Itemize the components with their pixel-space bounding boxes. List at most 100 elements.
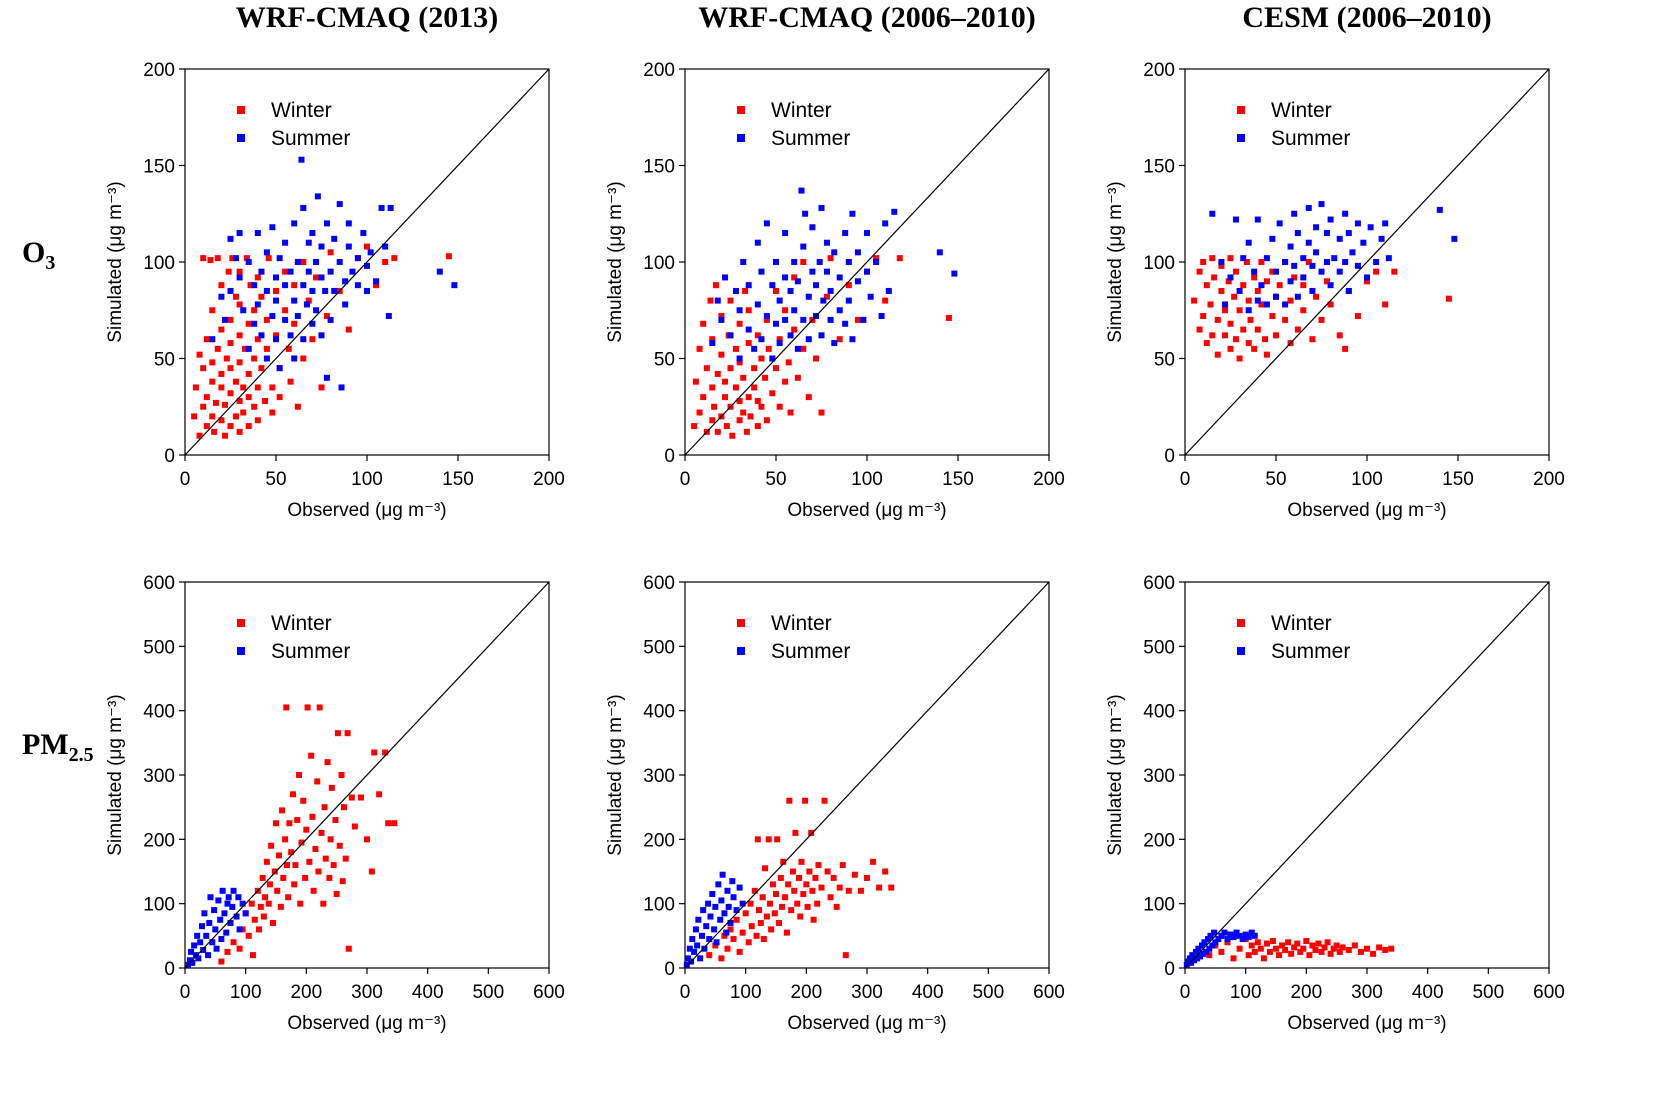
data-point bbox=[754, 397, 761, 404]
x-axis-label: Observed (μg m⁻³) bbox=[287, 1013, 446, 1034]
data-point bbox=[206, 919, 213, 926]
one-to-one-line bbox=[1184, 68, 1550, 456]
data-point bbox=[233, 913, 240, 920]
data-point bbox=[800, 243, 807, 250]
data-point bbox=[839, 862, 846, 869]
x-tick-label: 300 bbox=[351, 982, 383, 1003]
data-point bbox=[864, 874, 870, 881]
data-point bbox=[729, 432, 736, 439]
x-tick-label: 50 bbox=[265, 469, 286, 490]
data-point bbox=[247, 282, 254, 289]
data-point bbox=[298, 156, 305, 163]
data-point bbox=[251, 307, 258, 314]
data-point bbox=[1351, 942, 1358, 949]
data-point bbox=[1339, 944, 1346, 951]
data-point bbox=[1263, 351, 1270, 358]
data-point bbox=[1227, 320, 1234, 327]
data-point bbox=[782, 230, 789, 237]
data-point bbox=[318, 274, 325, 281]
data-point bbox=[1391, 268, 1398, 275]
data-point bbox=[322, 855, 329, 862]
data-point bbox=[1196, 268, 1203, 275]
x-tick-label: 500 bbox=[472, 982, 504, 1003]
data-point bbox=[798, 187, 805, 194]
data-point bbox=[689, 936, 696, 943]
data-point bbox=[342, 301, 349, 308]
legend-label-winter: Winter bbox=[771, 612, 832, 635]
data-point bbox=[1254, 297, 1261, 304]
data-point bbox=[719, 871, 726, 878]
data-point bbox=[1245, 934, 1252, 941]
data-point bbox=[1262, 336, 1269, 343]
data-point bbox=[705, 900, 712, 907]
x-tick-label: 400 bbox=[912, 982, 944, 1003]
data-point bbox=[254, 336, 261, 343]
data-point bbox=[236, 926, 243, 933]
data-point bbox=[1251, 345, 1258, 352]
data-point bbox=[192, 384, 199, 391]
data-point bbox=[743, 428, 750, 435]
data-point bbox=[1345, 287, 1352, 294]
data-point bbox=[713, 939, 720, 946]
y-axis-label: Simulated (μg m⁻³) bbox=[605, 181, 626, 342]
data-point bbox=[1251, 274, 1258, 281]
data-point bbox=[845, 297, 852, 304]
data-point bbox=[1205, 936, 1212, 943]
data-point bbox=[1212, 942, 1219, 949]
data-point bbox=[1364, 945, 1370, 952]
data-point bbox=[209, 359, 216, 366]
data-point bbox=[736, 359, 743, 366]
x-tick-label: 50 bbox=[765, 469, 786, 490]
data-point bbox=[271, 868, 278, 875]
data-point bbox=[754, 301, 761, 308]
data-point bbox=[692, 378, 699, 385]
data-point bbox=[324, 759, 331, 766]
data-point bbox=[1209, 255, 1216, 262]
y-tick-label: 200 bbox=[1143, 830, 1175, 851]
data-point bbox=[273, 297, 279, 304]
data-point bbox=[722, 378, 729, 385]
data-point bbox=[1324, 939, 1331, 946]
data-point bbox=[827, 894, 834, 901]
x-tick-label: 200 bbox=[1533, 469, 1565, 490]
data-point bbox=[703, 923, 710, 930]
data-point bbox=[313, 274, 320, 281]
data-point bbox=[1222, 307, 1229, 314]
data-point bbox=[1206, 952, 1213, 959]
data-point bbox=[280, 874, 287, 881]
data-point bbox=[823, 268, 830, 275]
data-point bbox=[296, 772, 303, 778]
data-point bbox=[1327, 216, 1334, 223]
data-point bbox=[773, 287, 779, 294]
data-point bbox=[1282, 301, 1289, 308]
data-point bbox=[242, 910, 249, 917]
data-point bbox=[757, 919, 764, 926]
data-point bbox=[263, 345, 270, 352]
data-point bbox=[294, 259, 301, 265]
data-point bbox=[364, 262, 370, 269]
data-point bbox=[1373, 259, 1380, 265]
data-point bbox=[251, 282, 258, 289]
data-point bbox=[1349, 249, 1356, 256]
data-point bbox=[279, 807, 286, 814]
data-point bbox=[282, 307, 289, 314]
data-point bbox=[230, 887, 237, 894]
data-point bbox=[254, 384, 261, 391]
row-label-pm25-main: PM bbox=[22, 728, 69, 761]
data-point bbox=[364, 243, 370, 250]
data-point bbox=[714, 297, 721, 304]
data-point bbox=[782, 316, 789, 323]
data-point bbox=[1231, 293, 1238, 300]
data-point bbox=[745, 939, 752, 946]
data-point bbox=[245, 259, 252, 265]
data-point bbox=[794, 900, 801, 907]
series-winter bbox=[191, 243, 452, 439]
data-point bbox=[1183, 961, 1190, 968]
x-tick-label: 0 bbox=[1180, 469, 1191, 490]
data-point bbox=[205, 952, 212, 959]
x-tick-label: 200 bbox=[1290, 982, 1322, 1003]
data-point bbox=[1230, 955, 1237, 962]
data-point bbox=[794, 374, 801, 381]
data-point bbox=[732, 384, 739, 391]
data-point bbox=[309, 320, 316, 327]
